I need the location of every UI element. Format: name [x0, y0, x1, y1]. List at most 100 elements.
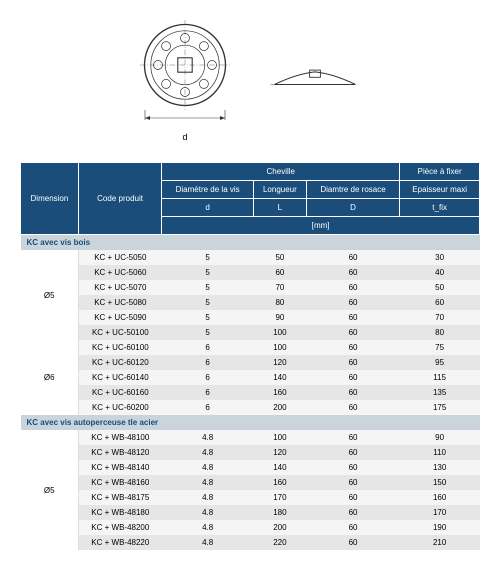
th-D: D — [306, 199, 400, 217]
dimension-cell: Ø5 — [21, 430, 79, 550]
table-row: KC + UC-50705706050 — [21, 280, 480, 295]
cell-D: 60 — [306, 430, 400, 445]
table-body: KC avec vis boisØ5KC + UC-50505506030KC … — [21, 235, 480, 551]
cell-L: 120 — [254, 355, 307, 370]
cell-d: 4.8 — [162, 535, 254, 550]
cell-t: 210 — [400, 535, 480, 550]
cell-code: KC + UC-60200 — [78, 400, 161, 415]
cell-code: KC + UC-5080 — [78, 295, 161, 310]
cell-D: 60 — [306, 535, 400, 550]
th-tfix: t_fix — [400, 199, 480, 217]
table-row: KC + UC-50905906070 — [21, 310, 480, 325]
cell-D: 60 — [306, 385, 400, 400]
cell-d: 4.8 — [162, 460, 254, 475]
cell-L: 170 — [254, 490, 307, 505]
dim-d-label: d — [140, 132, 230, 142]
th-d: d — [162, 199, 254, 217]
cell-t: 175 — [400, 400, 480, 415]
cell-d: 5 — [162, 250, 254, 265]
dimension-cell: Ø5 — [21, 250, 79, 340]
dimension-cell: Ø6 — [21, 340, 79, 415]
cell-d: 5 — [162, 310, 254, 325]
cell-L: 220 — [254, 535, 307, 550]
dimension-line — [140, 110, 230, 126]
cell-code: KC + UC-60100 — [78, 340, 161, 355]
table-row: KC + UC-50805806060 — [21, 295, 480, 310]
cell-d: 6 — [162, 370, 254, 385]
th-dimension: Dimension — [21, 163, 79, 235]
cell-t: 50 — [400, 280, 480, 295]
cell-t: 40 — [400, 265, 480, 280]
cell-L: 70 — [254, 280, 307, 295]
cell-code: KC + WB-48180 — [78, 505, 161, 520]
table-row: KC + WB-482004.820060190 — [21, 520, 480, 535]
cell-t: 110 — [400, 445, 480, 460]
table-row: Ø5KC + UC-50505506030 — [21, 250, 480, 265]
cell-L: 100 — [254, 325, 307, 340]
cell-L: 200 — [254, 520, 307, 535]
cell-t: 130 — [400, 460, 480, 475]
cell-d: 4.8 — [162, 475, 254, 490]
section-header: KC avec vis bois — [21, 235, 480, 251]
cell-t: 170 — [400, 505, 480, 520]
diagram-area: d — [20, 20, 480, 142]
cell-t: 30 — [400, 250, 480, 265]
cell-code: KC + UC-5050 — [78, 250, 161, 265]
cell-d: 6 — [162, 355, 254, 370]
cell-t: 115 — [400, 370, 480, 385]
table-header: Dimension Code produit Cheville Pièce à … — [21, 163, 480, 235]
cell-L: 60 — [254, 265, 307, 280]
cell-code: KC + UC-50100 — [78, 325, 161, 340]
cell-code: KC + UC-5060 — [78, 265, 161, 280]
table-row: KC + WB-481804.818060170 — [21, 505, 480, 520]
spec-table: Dimension Code produit Cheville Pièce à … — [20, 162, 480, 550]
section-header: KC avec vis autoperceuse tle acier — [21, 415, 480, 430]
table-row: KC + UC-60160616060135 — [21, 385, 480, 400]
cell-code: KC + UC-5070 — [78, 280, 161, 295]
cell-L: 140 — [254, 460, 307, 475]
cell-d: 5 — [162, 265, 254, 280]
cell-d: 6 — [162, 400, 254, 415]
cell-code: KC + WB-48200 — [78, 520, 161, 535]
cell-d: 6 — [162, 340, 254, 355]
cell-L: 50 — [254, 250, 307, 265]
diagram-top-wrapper: d — [140, 20, 230, 142]
cell-t: 90 — [400, 430, 480, 445]
cell-D: 60 — [306, 505, 400, 520]
cell-t: 70 — [400, 310, 480, 325]
th-piece: Pièce à fixer — [400, 163, 480, 181]
cell-d: 4.8 — [162, 430, 254, 445]
cell-D: 60 — [306, 355, 400, 370]
table-row: KC + UC-6012061206095 — [21, 355, 480, 370]
diagram-top-view — [140, 20, 230, 110]
cell-D: 60 — [306, 265, 400, 280]
table-row: KC + UC-60200620060175 — [21, 400, 480, 415]
th-dia-rosace: Diamtre de rosace — [306, 181, 400, 199]
cell-code: KC + UC-60160 — [78, 385, 161, 400]
th-dia-vis: Diamètre de la vis — [162, 181, 254, 199]
cell-d: 6 — [162, 385, 254, 400]
table-row: KC + WB-482204.822060210 — [21, 535, 480, 550]
table-row: Ø6KC + UC-6010061006075 — [21, 340, 480, 355]
cell-t: 150 — [400, 475, 480, 490]
table-row: KC + UC-50605606040 — [21, 265, 480, 280]
cell-d: 4.8 — [162, 490, 254, 505]
th-mm: [mm] — [162, 217, 480, 235]
cell-code: KC + WB-48120 — [78, 445, 161, 460]
table-row: KC + WB-481754.817060160 — [21, 490, 480, 505]
table-row: Ø5KC + WB-481004.81006090 — [21, 430, 480, 445]
cell-D: 60 — [306, 280, 400, 295]
cell-code: KC + WB-48100 — [78, 430, 161, 445]
cell-L: 160 — [254, 475, 307, 490]
cell-t: 135 — [400, 385, 480, 400]
cell-d: 4.8 — [162, 520, 254, 535]
th-longueur: Longueur — [254, 181, 307, 199]
diagram-side-view — [270, 66, 360, 96]
cell-t: 160 — [400, 490, 480, 505]
cell-L: 90 — [254, 310, 307, 325]
cell-t: 75 — [400, 340, 480, 355]
cell-L: 100 — [254, 340, 307, 355]
cell-t: 190 — [400, 520, 480, 535]
cell-L: 80 — [254, 295, 307, 310]
cell-d: 4.8 — [162, 445, 254, 460]
